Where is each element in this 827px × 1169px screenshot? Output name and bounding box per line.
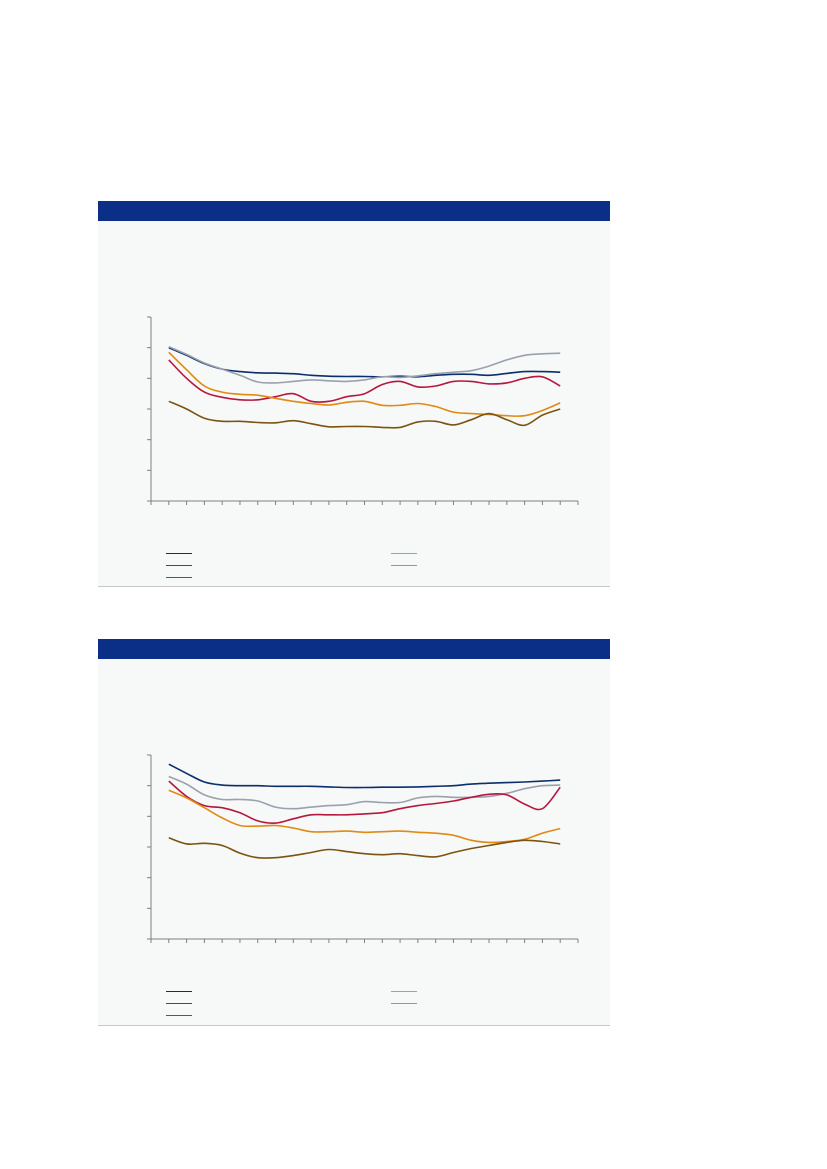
chart-legend xyxy=(166,547,606,587)
legend-swatch xyxy=(391,1002,417,1004)
series-line-2 xyxy=(168,345,561,384)
legend-swatch xyxy=(166,552,192,554)
legend-swatch xyxy=(166,990,192,992)
chart-panel-1 xyxy=(98,201,610,587)
legend-swatch xyxy=(166,576,192,578)
legend-item xyxy=(166,571,198,583)
legend-swatch xyxy=(166,564,192,566)
series-line-4 xyxy=(168,789,561,844)
series-line-1 xyxy=(168,763,561,789)
legend-swatch xyxy=(391,564,417,566)
series-line-3 xyxy=(168,780,561,824)
legend-item xyxy=(166,1009,198,1021)
line-chart xyxy=(147,754,579,943)
legend-swatch xyxy=(391,552,417,554)
legend-item xyxy=(391,997,423,1009)
legend-item xyxy=(391,985,423,997)
panel-header xyxy=(98,639,610,659)
legend-item xyxy=(166,997,198,1009)
legend-item xyxy=(391,559,423,571)
legend-item xyxy=(166,559,198,571)
legend-swatch xyxy=(166,1014,192,1016)
panel-header xyxy=(98,201,610,221)
legend-swatch xyxy=(391,990,417,992)
series-line-5 xyxy=(168,837,561,859)
legend-item xyxy=(166,985,198,997)
legend-item xyxy=(391,547,423,559)
series-line-2 xyxy=(168,775,561,810)
chart-panel-2 xyxy=(98,639,610,1026)
line-chart xyxy=(147,316,579,505)
legend-swatch xyxy=(166,1002,192,1004)
series-line-1 xyxy=(168,346,561,378)
series-line-5 xyxy=(168,400,561,429)
series-line-3 xyxy=(168,359,561,403)
legend-item xyxy=(166,547,198,559)
chart-legend xyxy=(166,985,606,1025)
